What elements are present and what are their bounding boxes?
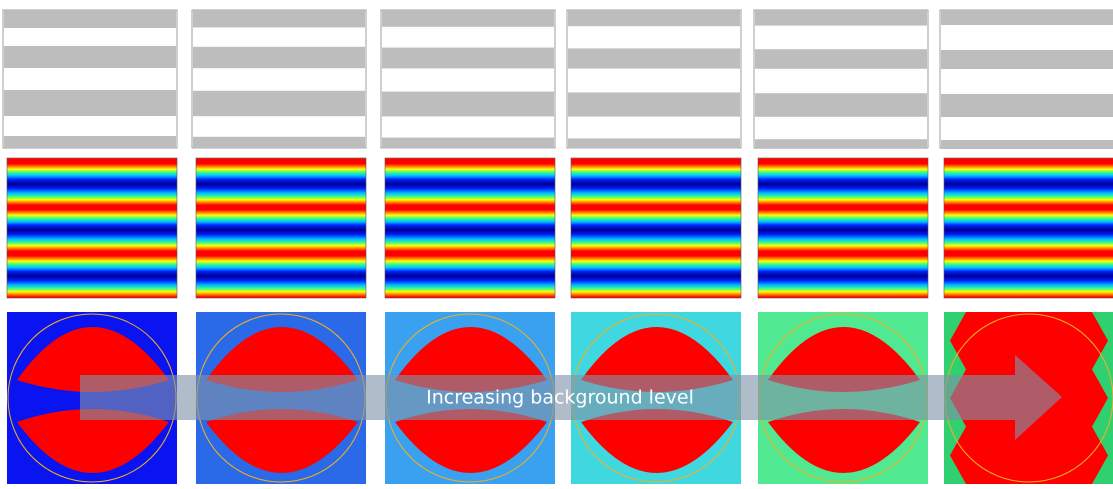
- gray-band: [941, 10, 1113, 25]
- gray-band: [568, 48, 740, 68]
- arrow-label: Increasing background level: [426, 387, 694, 409]
- jet-panel: [385, 158, 555, 298]
- gray-band: [4, 46, 176, 68]
- gray-band: [941, 140, 1113, 149]
- gray-band: [568, 10, 740, 26]
- jet-panel: [196, 158, 366, 298]
- gray-band: [193, 91, 365, 116]
- gray-band: [568, 92, 740, 116]
- stripe-panel: [567, 10, 741, 148]
- gray-band: [755, 139, 927, 149]
- jet-panel: [571, 158, 741, 298]
- stripe-panel: [940, 10, 1113, 148]
- gray-band: [382, 138, 554, 149]
- gray-band: [755, 93, 927, 117]
- gray-band: [755, 10, 927, 26]
- stripe-panel: [192, 10, 366, 148]
- stripe-panel: [754, 10, 928, 148]
- stripe-panel: [3, 10, 177, 148]
- gray-band: [193, 10, 365, 27]
- gray-band: [941, 50, 1113, 69]
- gray-band: [4, 136, 176, 148]
- gray-band: [382, 10, 554, 27]
- gray-band: [755, 49, 927, 69]
- jet-panel: [7, 158, 177, 298]
- stripe-panel: [381, 10, 555, 148]
- gray-band: [382, 48, 554, 69]
- jet-panel: [758, 158, 928, 298]
- gray-band: [568, 138, 740, 148]
- gray-band: [941, 94, 1113, 117]
- gray-band: [193, 47, 365, 68]
- gray-band: [382, 92, 554, 117]
- page: {"arrow_label": "Increasing background l…: [0, 0, 1113, 489]
- gray-band: [4, 90, 176, 116]
- figure: Increasing background level: [0, 0, 1113, 489]
- jet-panel: [944, 158, 1113, 298]
- gray-band: [4, 10, 176, 28]
- gray-band: [193, 137, 365, 148]
